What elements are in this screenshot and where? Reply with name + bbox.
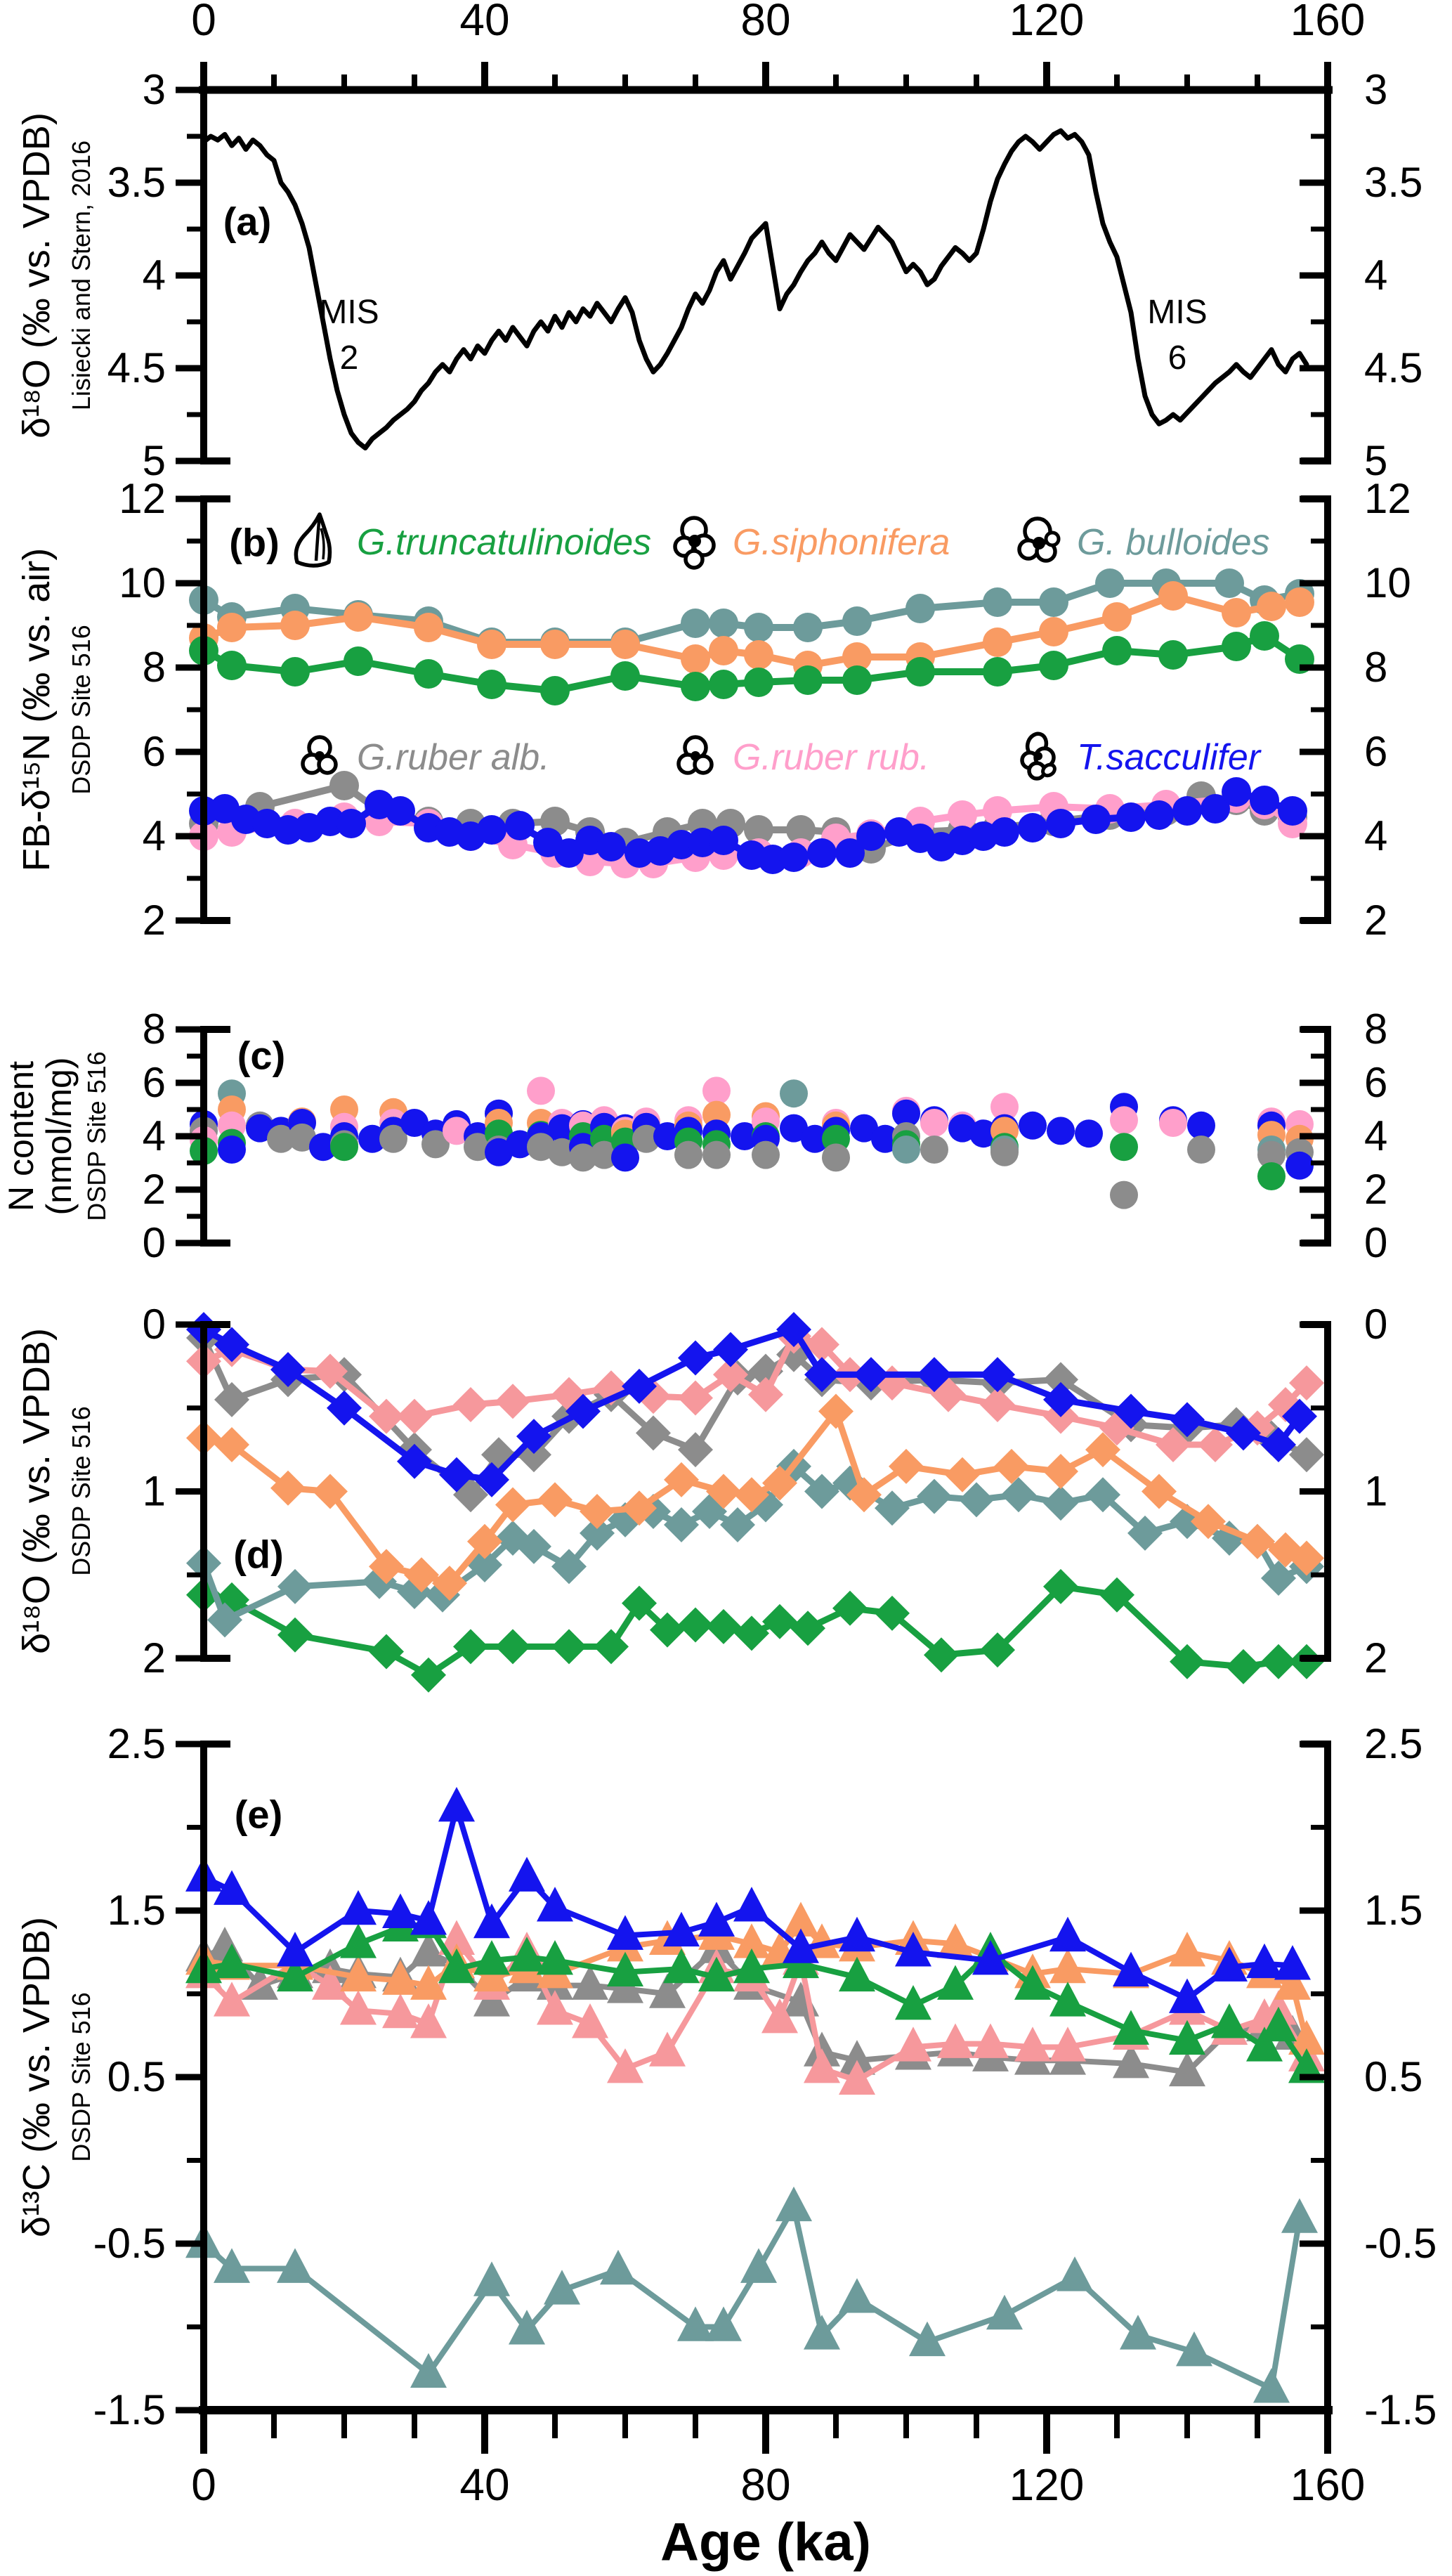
svg-text:120: 120 bbox=[1009, 0, 1085, 45]
svg-text:2: 2 bbox=[1364, 1634, 1387, 1681]
panel-c-ylabel-line1: N content bbox=[1, 1060, 41, 1212]
mis-6-line2: 6 bbox=[1168, 339, 1187, 377]
panel-e-letter: (e) bbox=[234, 1792, 283, 1837]
svg-text:2.5: 2.5 bbox=[107, 1720, 166, 1767]
svg-text:5: 5 bbox=[143, 437, 166, 484]
panel-c-letter: (c) bbox=[237, 1033, 286, 1078]
panel-b-ylabel: FB-δ¹⁵N (‰ vs. air) bbox=[15, 547, 58, 872]
panel-d-letter: (d) bbox=[233, 1532, 284, 1577]
svg-text:6: 6 bbox=[143, 1059, 166, 1106]
svg-text:4: 4 bbox=[143, 252, 166, 299]
foram-icon-g-ruber-alb bbox=[284, 722, 355, 793]
mis-2-annotation: MIS 2 bbox=[319, 290, 379, 382]
svg-text:160: 160 bbox=[1290, 2459, 1366, 2510]
svg-text:2: 2 bbox=[143, 1166, 166, 1213]
panel-b-letter: (b) bbox=[229, 520, 280, 565]
svg-text:3: 3 bbox=[1364, 66, 1387, 113]
panel-a-letter: (a) bbox=[223, 199, 272, 244]
foram-icon-g-truncatulinoides bbox=[284, 507, 355, 578]
panel-a-ylabel: δ¹⁸O (‰ vs. VPDB) bbox=[15, 112, 58, 438]
svg-text:8: 8 bbox=[143, 1006, 166, 1053]
panel-c-ylabel-line2: (nmol/mg) bbox=[39, 1057, 79, 1216]
legend-label-g-bulloides: G. bulloides bbox=[1077, 522, 1270, 563]
svg-text:3.5: 3.5 bbox=[1364, 159, 1422, 206]
svg-text:6: 6 bbox=[1364, 728, 1387, 775]
svg-text:12: 12 bbox=[1364, 475, 1411, 522]
svg-text:0.5: 0.5 bbox=[107, 2053, 166, 2100]
panel-d-ylabel: δ¹⁸O (‰ vs. VPDB) bbox=[15, 1328, 58, 1654]
svg-text:0: 0 bbox=[143, 1301, 166, 1348]
svg-text:3: 3 bbox=[143, 66, 166, 113]
legend-label-g-siphonifera: G.siphonifera bbox=[733, 522, 950, 563]
foram-icon-g-bulloides bbox=[1005, 507, 1075, 578]
svg-text:5: 5 bbox=[1364, 437, 1387, 484]
svg-text:0: 0 bbox=[191, 0, 216, 45]
svg-text:4: 4 bbox=[143, 1112, 166, 1159]
legend-label-g-truncatulinoides: G.truncatulinoides bbox=[357, 522, 652, 563]
svg-text:2: 2 bbox=[143, 1634, 166, 1681]
svg-text:120: 120 bbox=[1009, 2459, 1085, 2510]
svg-text:0: 0 bbox=[1364, 1301, 1387, 1348]
svg-text:4: 4 bbox=[1364, 1112, 1387, 1159]
svg-text:1.5: 1.5 bbox=[107, 1887, 166, 1934]
svg-text:10: 10 bbox=[119, 559, 166, 606]
legend-label-g-ruber-alb: G.ruber alb. bbox=[357, 737, 550, 778]
svg-text:2: 2 bbox=[143, 897, 166, 944]
panel-d-ysublabel: DSDP Site 516 bbox=[67, 1406, 96, 1576]
foram-icon-g-ruber-rub bbox=[660, 722, 731, 793]
panel-c-ysublabel: DSDP Site 516 bbox=[82, 1051, 111, 1221]
panel-b-ysublabel: DSDP Site 516 bbox=[67, 625, 96, 795]
svg-text:4: 4 bbox=[143, 812, 166, 859]
svg-text:8: 8 bbox=[143, 644, 166, 691]
svg-text:1: 1 bbox=[1364, 1468, 1387, 1515]
foram-icon-g-siphonifera bbox=[660, 507, 731, 578]
svg-text:80: 80 bbox=[740, 2459, 790, 2510]
svg-text:-1.5: -1.5 bbox=[93, 2386, 166, 2433]
svg-text:1.5: 1.5 bbox=[1364, 1887, 1422, 1934]
svg-text:8: 8 bbox=[1364, 644, 1387, 691]
svg-text:4: 4 bbox=[1364, 252, 1387, 299]
svg-text:1: 1 bbox=[143, 1468, 166, 1515]
mis-2-line2: 2 bbox=[339, 339, 359, 377]
svg-text:160: 160 bbox=[1290, 0, 1366, 45]
legend-label-t-sacculifer: T.sacculifer bbox=[1077, 737, 1261, 778]
foram-icon-t-sacculifer bbox=[1005, 722, 1075, 793]
svg-text:2.5: 2.5 bbox=[1364, 1720, 1422, 1767]
svg-text:8: 8 bbox=[1364, 1006, 1387, 1053]
svg-text:6: 6 bbox=[143, 728, 166, 775]
svg-text:-0.5: -0.5 bbox=[93, 2220, 166, 2267]
svg-text:6: 6 bbox=[1364, 1059, 1387, 1106]
svg-text:3.5: 3.5 bbox=[107, 159, 166, 206]
svg-text:-0.5: -0.5 bbox=[1364, 2220, 1437, 2267]
svg-text:2: 2 bbox=[1364, 1166, 1387, 1213]
mis-6-line1: MIS bbox=[1147, 294, 1208, 332]
legend-label-g-ruber-rub: G.ruber rub. bbox=[733, 737, 930, 778]
svg-text:0.5: 0.5 bbox=[1364, 2053, 1422, 2100]
svg-text:4.5: 4.5 bbox=[107, 344, 166, 391]
svg-text:10: 10 bbox=[1364, 559, 1411, 606]
panel-e-ylabel: δ¹³C (‰ vs. VPDB) bbox=[15, 1916, 58, 2238]
mis-6-annotation: MIS 6 bbox=[1147, 290, 1207, 382]
svg-text:12: 12 bbox=[119, 475, 166, 522]
x-axis-title: Age (ka) bbox=[660, 2512, 871, 2572]
svg-text:0: 0 bbox=[191, 2459, 216, 2510]
svg-text:40: 40 bbox=[459, 2459, 509, 2510]
svg-text:-1.5: -1.5 bbox=[1364, 2386, 1437, 2433]
svg-text:4.5: 4.5 bbox=[1364, 344, 1422, 391]
svg-text:40: 40 bbox=[459, 0, 509, 45]
svg-text:4: 4 bbox=[1364, 812, 1387, 859]
panel-a-ysublabel: Lisiecki and Stern, 2016 bbox=[67, 140, 96, 411]
svg-text:0: 0 bbox=[1364, 1219, 1387, 1266]
svg-text:2: 2 bbox=[1364, 897, 1387, 944]
mis-2-line1: MIS bbox=[319, 294, 379, 332]
panel-e-ysublabel: DSDP Site 516 bbox=[67, 1992, 96, 2162]
svg-text:80: 80 bbox=[740, 0, 790, 45]
svg-text:0: 0 bbox=[143, 1219, 166, 1266]
